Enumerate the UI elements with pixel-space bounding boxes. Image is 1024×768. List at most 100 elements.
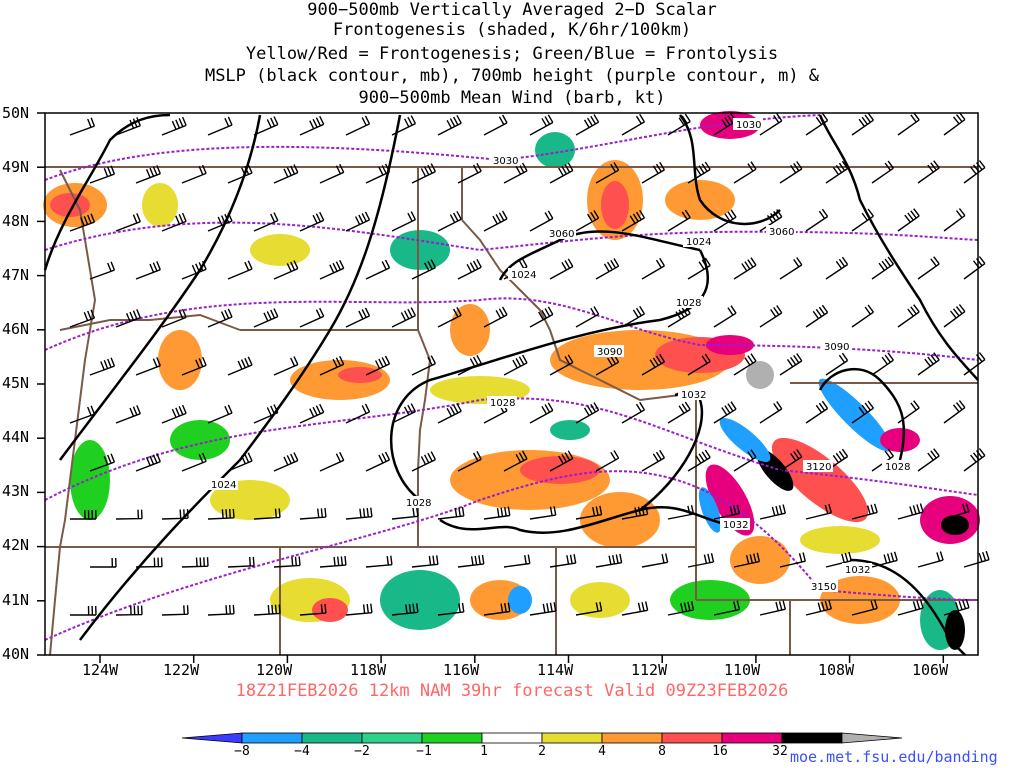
wind-barb (713, 504, 741, 520)
state-borders (45, 166, 978, 656)
contour-labels: 1030 1024 1024 1028 1032 1028 1024 1028 … (208, 118, 912, 593)
wind-barb (437, 210, 462, 232)
lat-label: 45N (2, 374, 30, 392)
wind-barbs (69, 112, 990, 616)
wind-barb (733, 353, 757, 376)
wind-barb (89, 261, 116, 280)
wind-barb (437, 602, 465, 616)
wind-barb (457, 450, 482, 472)
wind-barb (227, 452, 253, 472)
wind-barb (181, 164, 207, 184)
wind-barb (851, 112, 874, 136)
wind-barb (529, 602, 557, 616)
wind-barb (943, 400, 966, 424)
mslp-contours (43, 113, 979, 656)
wind-barb (483, 506, 511, 520)
wind-barb (253, 116, 279, 136)
colorbar-label: 16 (712, 744, 728, 759)
wind-barb (90, 557, 117, 568)
wind-barb (457, 258, 482, 280)
wind-barb (851, 304, 874, 328)
lon-label: 124W (82, 661, 119, 679)
wind-barb (851, 400, 874, 424)
height-label: 3120 (803, 460, 833, 473)
wind-barb (943, 598, 970, 616)
wind-barb (779, 257, 803, 280)
wind-barb (733, 257, 757, 280)
wind-barb (713, 600, 741, 616)
lat-label: 50N (2, 104, 30, 122)
wind-barb (411, 555, 439, 568)
wind-barb (457, 554, 485, 568)
wind-barb (963, 256, 986, 280)
mslp-label: 1028 (487, 396, 517, 409)
colorbar-swatch (781, 732, 843, 744)
wind-barb (161, 212, 187, 232)
svg-text:1030: 1030 (736, 120, 761, 131)
frontogenesis-shading (43, 111, 980, 650)
wind-barb (161, 116, 187, 136)
wind-barb (299, 307, 325, 328)
wind-barb (227, 164, 253, 184)
wind-barb (365, 555, 393, 568)
colorbar-swatch (541, 732, 603, 744)
colorbar-swatch (421, 732, 483, 744)
wind-barb (641, 257, 665, 280)
mslp-label: 1032 (842, 563, 872, 576)
wind-barb (871, 160, 894, 184)
wind-barb (575, 210, 600, 232)
wind-barb (273, 260, 299, 280)
wind-barb (391, 603, 419, 616)
wind-barb (621, 505, 649, 520)
wind-barb (917, 160, 940, 184)
svg-text:3150: 3150 (811, 582, 836, 593)
wind-barb (135, 261, 161, 280)
lat-label: 43N (2, 482, 30, 500)
wind-barb (299, 211, 325, 232)
mslp-label: 1028 (673, 296, 703, 309)
colorbar-label: 4 (598, 744, 606, 759)
wind-barb (299, 115, 325, 136)
wind-barb (253, 604, 281, 616)
wind-barb (595, 162, 620, 184)
wind-barb (595, 553, 623, 568)
wind-barb (70, 509, 97, 520)
wind-barb (733, 161, 757, 184)
svg-text:1024: 1024 (211, 480, 236, 491)
wind-barb (759, 401, 783, 424)
wind-barb (851, 599, 878, 616)
mslp-label: 1032 (678, 388, 708, 401)
title-line-1: 900−500mb Vertically Averaged 2−D Scalar (307, 0, 717, 20)
wind-barb (595, 354, 620, 376)
colorbar-swatch (841, 732, 903, 744)
wind-barb (687, 257, 711, 280)
svg-text:1028: 1028 (676, 298, 701, 309)
wind-barb (69, 405, 96, 424)
wind-barb (897, 304, 920, 328)
wind-barb (825, 551, 852, 568)
wind-barb (667, 113, 691, 136)
wind-barb (667, 305, 691, 328)
height-label: 3060 (546, 227, 576, 240)
wind-barb (805, 208, 829, 232)
wind-barb (227, 556, 255, 568)
height-label: 3060 (766, 225, 796, 238)
svg-text:1028: 1028 (490, 398, 515, 409)
colorbar-label: 2 (538, 744, 546, 759)
wind-barb (483, 210, 508, 232)
source-credit[interactable]: moe.met.fsu.edu/banding (790, 748, 998, 766)
lat-label: 42N (2, 536, 30, 554)
wind-barb (825, 256, 849, 280)
wind-barb (779, 552, 806, 568)
wind-barb (713, 305, 737, 328)
svg-text:3090: 3090 (597, 347, 622, 358)
wind-barb (621, 305, 645, 328)
lat-label: 46N (2, 320, 30, 338)
wind-barb (503, 554, 531, 568)
wind-barb (115, 309, 141, 328)
wind-barb (713, 113, 737, 136)
svg-text:1024: 1024 (511, 270, 536, 281)
wind-barb (897, 112, 920, 136)
wind-barb (345, 603, 373, 616)
wind-barb (825, 352, 849, 376)
